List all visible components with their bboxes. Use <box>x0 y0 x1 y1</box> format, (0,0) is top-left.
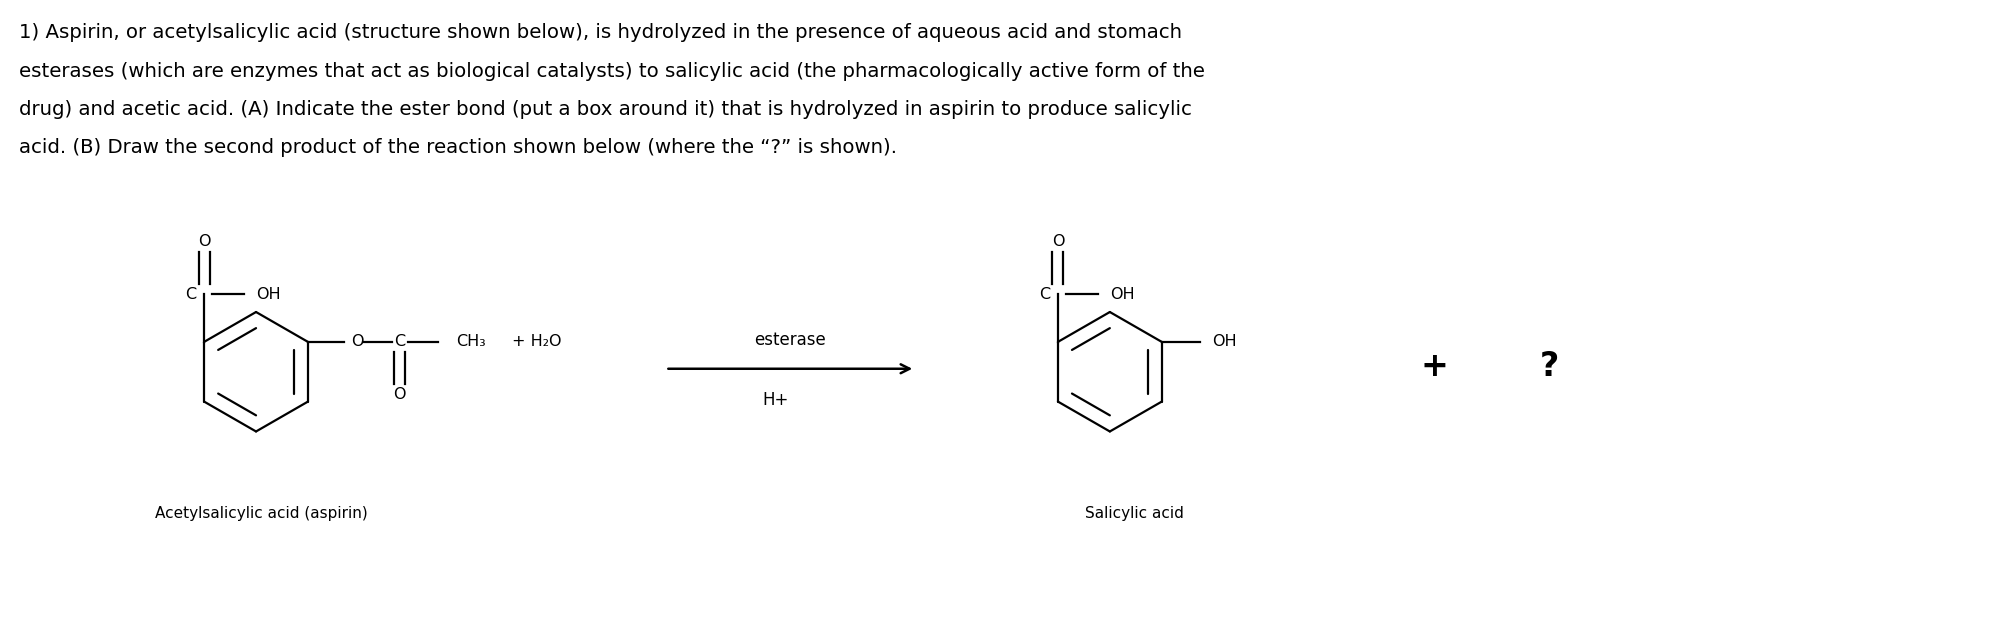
Text: CH₃: CH₃ <box>456 334 486 349</box>
Text: drug) and acetic acid. (A) Indicate the ester bond (put a box around it) that is: drug) and acetic acid. (A) Indicate the … <box>20 100 1191 119</box>
Text: H+: H+ <box>761 391 787 409</box>
Text: Salicylic acid: Salicylic acid <box>1085 506 1183 521</box>
Text: +: + <box>1421 350 1449 383</box>
Text: C: C <box>1039 287 1051 302</box>
Text: OH: OH <box>1211 334 1235 349</box>
Text: OH: OH <box>1109 287 1135 302</box>
Text: O: O <box>352 334 364 349</box>
Text: Acetylsalicylic acid (aspirin): Acetylsalicylic acid (aspirin) <box>154 506 368 521</box>
Text: O: O <box>198 234 210 249</box>
Text: esterases (which are enzymes that act as biological catalysts) to salicylic acid: esterases (which are enzymes that act as… <box>20 61 1205 81</box>
Text: ?: ? <box>1538 350 1558 383</box>
Text: C: C <box>186 287 196 302</box>
Text: C: C <box>394 334 406 349</box>
Text: 1) Aspirin, or acetylsalicylic acid (structure shown below), is hydrolyzed in th: 1) Aspirin, or acetylsalicylic acid (str… <box>20 23 1181 42</box>
Text: + H₂O: + H₂O <box>511 334 561 349</box>
Text: acid. (B) Draw the second product of the reaction shown below (where the “?” is : acid. (B) Draw the second product of the… <box>20 139 897 157</box>
Text: O: O <box>1051 234 1063 249</box>
Text: O: O <box>394 387 406 402</box>
Text: esterase: esterase <box>753 331 825 349</box>
Text: OH: OH <box>256 287 280 302</box>
